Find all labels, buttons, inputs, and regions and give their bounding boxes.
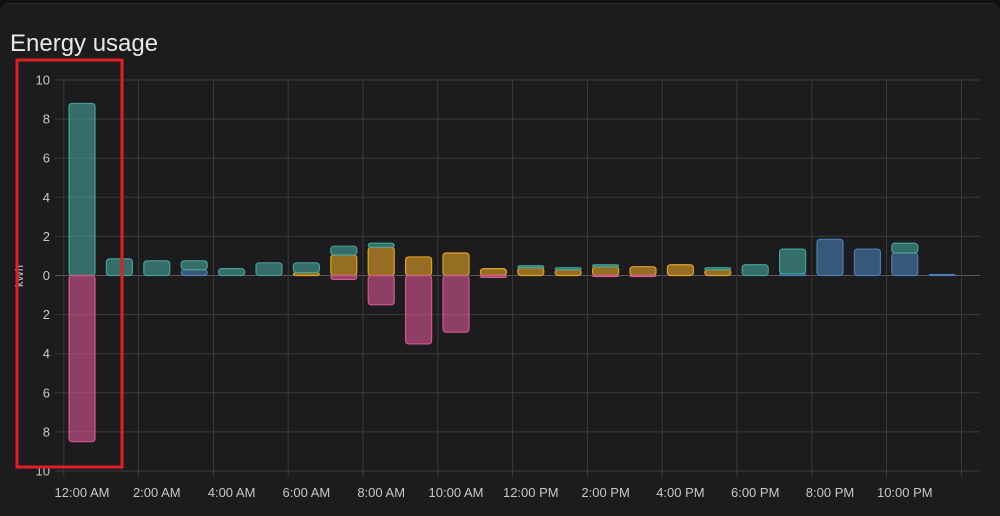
solar-direct-bar[interactable] (367, 246, 395, 277)
grid-solar-bar[interactable] (591, 264, 620, 268)
solar-direct-bar[interactable] (517, 267, 545, 277)
battery-out-bar[interactable] (816, 238, 844, 277)
x-tick-label: 6:00 PM (731, 485, 779, 500)
x-tick-label: 4:00 PM (656, 485, 704, 500)
solar-direct-bar[interactable] (405, 256, 433, 277)
x-tick-label: 12:00 AM (55, 485, 110, 500)
y-tick-label: 6 (43, 151, 50, 166)
grid-return-bar[interactable] (629, 274, 657, 278)
grid-solar-bar[interactable] (218, 268, 246, 277)
solar-direct-bar[interactable] (591, 266, 620, 277)
battery-out-bar[interactable] (928, 273, 956, 277)
grid-solar-bar[interactable] (330, 245, 358, 256)
grid-return-bar[interactable] (405, 274, 433, 345)
grid-solar-bar[interactable] (891, 242, 919, 254)
grid-solar-bar[interactable] (68, 102, 96, 277)
x-tick-label: 10:00 AM (429, 485, 484, 500)
x-tick-label: 10:00 PM (877, 485, 933, 500)
grid-solar-bar[interactable] (143, 260, 171, 277)
grid-solar-bar[interactable] (292, 262, 320, 274)
y-tick-label: 8 (43, 424, 50, 439)
grid-solar-bar[interactable] (367, 242, 395, 248)
y-tick-label: 6 (43, 385, 50, 400)
y-tick-label: 2 (43, 229, 50, 244)
x-tick-label: 2:00 AM (133, 485, 181, 500)
battery-out-bar[interactable] (180, 269, 208, 277)
y-tick-label: 4 (43, 190, 50, 205)
grid-solar-bar[interactable] (554, 267, 582, 271)
y-tick-label: 4 (43, 346, 50, 361)
chart-grid (55, 79, 980, 477)
grid-return-bar[interactable] (479, 274, 507, 279)
battery-out-bar[interactable] (891, 252, 919, 277)
chart-bars[interactable] (68, 102, 956, 443)
grid-return-bar[interactable] (442, 274, 470, 333)
card-title: Energy usage (10, 30, 159, 57)
solar-direct-bar[interactable] (442, 252, 470, 277)
x-axis-ticks: 12:00 AM 2:00 AM 4:00 AM 6:00 AM 8:00 AM 10:0… (55, 485, 933, 500)
grid-return-bar[interactable] (68, 274, 96, 443)
x-tick-label: 6:00 AM (283, 485, 331, 500)
grid-return-bar[interactable] (591, 274, 620, 278)
grid-return-bar[interactable] (367, 274, 395, 306)
battery-out-bar[interactable] (853, 248, 882, 277)
x-tick-label: 2:00 PM (581, 485, 629, 500)
grid-solar-bar[interactable] (105, 258, 134, 277)
y-tick-label: 0 (43, 268, 50, 283)
grid-solar-bar[interactable] (741, 264, 769, 277)
solar-direct-bar[interactable] (629, 266, 657, 277)
solar-direct-bar[interactable] (704, 269, 732, 277)
solar-direct-bar[interactable] (554, 269, 582, 277)
solar-direct-bar[interactable] (479, 268, 507, 277)
y-tick-label: 10 (36, 73, 50, 88)
x-tick-label: 8:00 AM (357, 485, 405, 500)
x-tick-label: 8:00 PM (806, 485, 854, 500)
y-tick-label: 2 (43, 307, 50, 322)
grid-solar-bar[interactable] (517, 265, 545, 269)
y-tick-label: 8 (43, 112, 50, 127)
grid-solar-bar[interactable] (255, 262, 283, 277)
x-tick-label: 12:00 PM (503, 485, 559, 500)
solar-direct-bar[interactable] (666, 264, 695, 277)
grid-solar-bar[interactable] (180, 260, 208, 271)
grid-solar-bar[interactable] (778, 248, 807, 275)
grid-return-bar[interactable] (330, 274, 358, 281)
x-tick-label: 4:00 AM (208, 485, 256, 500)
solar-direct-bar[interactable] (330, 254, 358, 277)
selection-highlight-box (15, 58, 124, 469)
grid-solar-bar[interactable] (704, 267, 732, 271)
